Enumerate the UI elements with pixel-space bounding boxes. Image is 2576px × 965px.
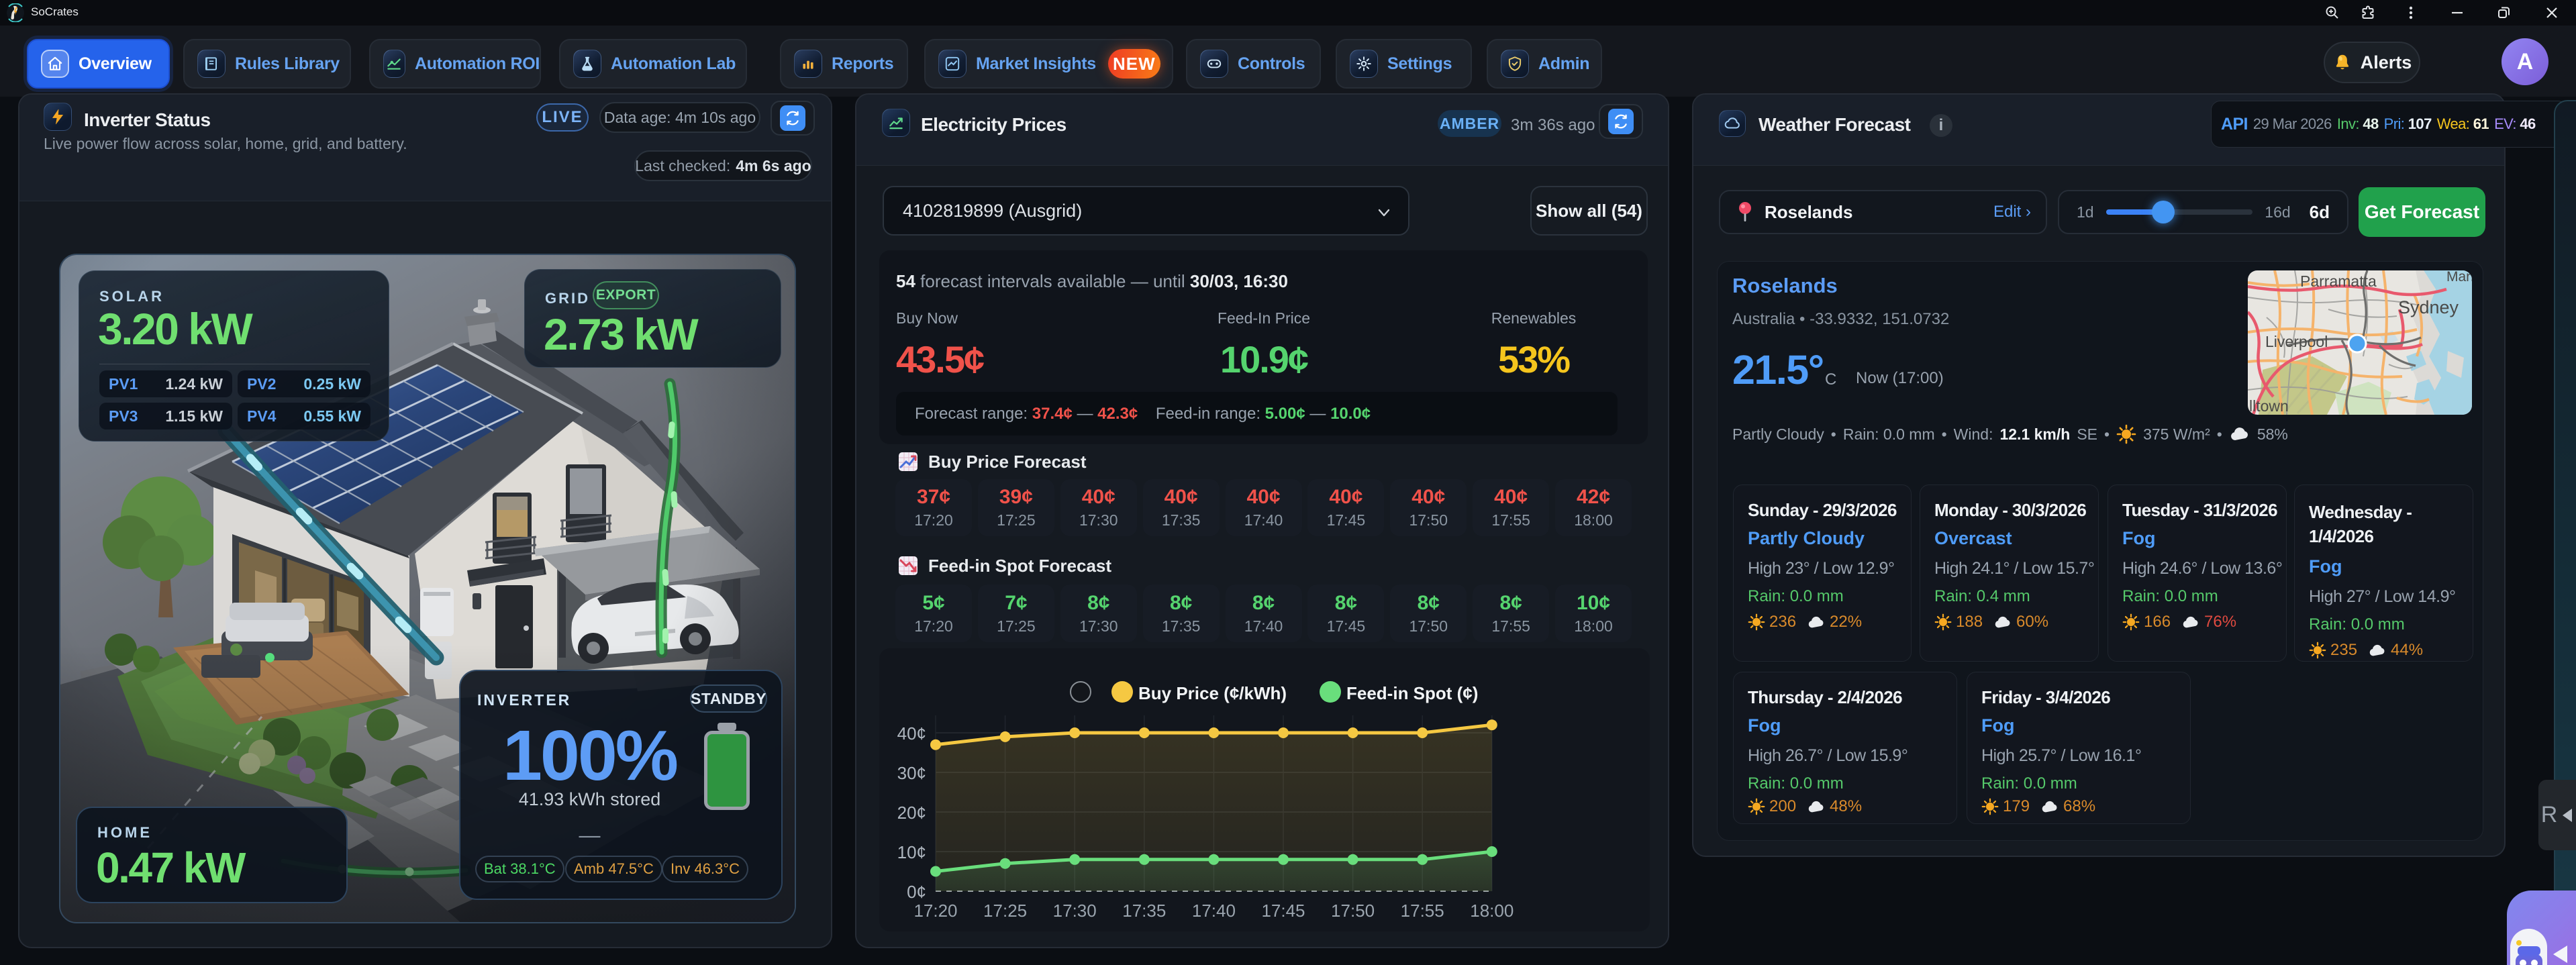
svg-text:0¢: 0¢ [907, 882, 926, 902]
svg-text:18:00: 18:00 [1470, 901, 1514, 921]
svg-text:17:50: 17:50 [1331, 901, 1375, 921]
svg-text:17:35: 17:35 [1122, 901, 1166, 921]
svg-text:40¢: 40¢ [897, 723, 926, 744]
svg-text:17:20: 17:20 [913, 901, 957, 921]
svg-text:30¢: 30¢ [897, 763, 926, 783]
svg-text:17:25: 17:25 [983, 901, 1027, 921]
svg-text:Parramatta: Parramatta [2300, 272, 2377, 290]
svg-text:17:55: 17:55 [1401, 901, 1444, 921]
svg-text:Buy Price (¢/kWh): Buy Price (¢/kWh) [1138, 683, 1287, 703]
svg-text:17:45: 17:45 [1261, 901, 1305, 921]
svg-text:17:40: 17:40 [1192, 901, 1236, 921]
svg-text:Marr: Marr [2446, 270, 2472, 285]
svg-text:Liverpool: Liverpool [2265, 333, 2328, 350]
svg-text:17:30: 17:30 [1053, 901, 1097, 921]
svg-text:Sydney: Sydney [2398, 297, 2459, 317]
svg-text:20¢: 20¢ [897, 803, 926, 823]
svg-text:Feed-in Spot (¢): Feed-in Spot (¢) [1346, 683, 1478, 703]
svg-text:lltown: lltown [2249, 397, 2289, 415]
svg-text:10¢: 10¢ [897, 842, 926, 862]
